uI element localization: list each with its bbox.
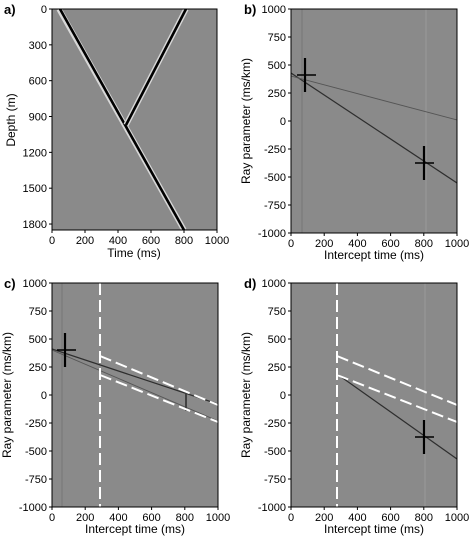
panel-c-event-1 <box>52 348 218 405</box>
panel-b-plot-area <box>291 9 457 233</box>
panel-c-ytick-label: 750 <box>29 306 47 318</box>
panel-d-ytick-label: -1000 <box>258 502 286 514</box>
panel-b-ytick-label: 250 <box>268 88 286 100</box>
panel-d-ytick-label: -750 <box>264 474 286 486</box>
panel-c-xtick-label: 1000 <box>206 512 230 524</box>
panel-b-xtick-label: 0 <box>288 238 294 250</box>
panel-b-event-2 <box>291 75 457 121</box>
panel-d-ytick-label: -250 <box>264 418 286 430</box>
panel-c-xtick-label: 400 <box>109 512 127 524</box>
panel-b-xtick-label: 200 <box>315 238 333 250</box>
panel-d: d) 0 200 400 600 800 1000 1000 750 500 250 0 -250 -5… <box>239 276 469 536</box>
panel-d-xlabel: Intercept time (ms) <box>324 522 424 536</box>
panel-c-ytick-label: 1000 <box>23 278 47 290</box>
panel-b-event-1 <box>291 72 457 184</box>
panel-d-mute-lower <box>336 374 457 423</box>
panel-a-ytick-label: 1200 <box>23 147 47 159</box>
panel-c-ytick-label: -1000 <box>19 502 47 514</box>
panel-a-ytick-label: 1500 <box>23 183 47 195</box>
panel-a-event-reflected <box>124 9 188 126</box>
panel-b-ytick-label: -1000 <box>258 228 286 240</box>
panel-c-xtick-label: 600 <box>142 512 160 524</box>
panel-letter-d: d) <box>244 276 256 291</box>
panel-a-ytick-label: 900 <box>29 112 47 124</box>
panel-c-mute-lower <box>99 374 218 423</box>
panel-c-ytick-label: -250 <box>25 418 47 430</box>
panel-d-events <box>336 283 457 507</box>
panel-c-ytick-label: 500 <box>29 334 47 346</box>
panel-a-ylabel: Depth (m) <box>4 93 18 146</box>
panel-b-ytick-label: 0 <box>280 116 286 128</box>
panel-letter-c: c) <box>4 276 16 291</box>
panel-d-ylabel: Ray parameter (ms/km) <box>239 332 253 458</box>
panel-d-xtick-label: 200 <box>315 512 333 524</box>
panel-c-plot-area <box>52 283 218 507</box>
panel-b-ytick-label: -500 <box>264 172 286 184</box>
panel-c-xtick-label: 200 <box>76 512 94 524</box>
panel-c-events <box>52 283 218 507</box>
panel-letter-a: a) <box>4 2 16 17</box>
panel-b-xlabel: Intercept time (ms) <box>324 248 424 262</box>
panel-b-xtick-label: 600 <box>381 238 399 250</box>
panel-c-xtick-label: 800 <box>176 512 194 524</box>
panel-c: c) 0 200 400 600 800 1000 1000 750 500 250 0 -250 -5… <box>0 276 230 536</box>
panel-b-events <box>291 9 457 233</box>
panel-b-xtick-label: 800 <box>415 238 433 250</box>
panel-a-ytick-label: 600 <box>29 76 47 88</box>
panel-b: b) 0 200 400 600 800 1000 1000 750 500 250 0 -250 -5… <box>239 2 469 262</box>
panel-a-xlabel: Time (ms) <box>107 246 161 260</box>
panel-a-events <box>56 9 189 230</box>
panel-a-xtick-label: 400 <box>109 235 127 247</box>
panel-c-ytick-label: 0 <box>41 390 47 402</box>
panel-a-event-direct <box>58 9 186 230</box>
panel-c-event-2 <box>52 349 218 422</box>
panel-b-ylabel: Ray parameter (ms/km) <box>239 58 253 184</box>
panel-c-mute-upper <box>99 355 218 406</box>
panel-a-xtick-label: 0 <box>49 235 55 247</box>
panel-d-event-1 <box>336 373 457 460</box>
panel-a-xtick-label: 800 <box>175 235 193 247</box>
panel-a-frame <box>51 8 218 231</box>
panel-d-ytick-label: 500 <box>268 334 286 346</box>
panel-b-ytick-label: 500 <box>268 60 286 72</box>
panel-d-ytick-label: 1000 <box>262 278 286 290</box>
panel-d-xtick-label: 1000 <box>445 512 469 524</box>
panel-a-xtick-label: 1000 <box>205 235 229 247</box>
panel-a-ytick-label: 300 <box>29 40 47 52</box>
panel-c-ylabel: Ray parameter (ms/km) <box>0 332 14 458</box>
panel-b-ytick-label: -250 <box>264 144 286 156</box>
panel-d-ytick-label: -500 <box>264 446 286 458</box>
panel-a: a) 0 200 400 600 800 1000 0 300 600 900 1200 1500 18… <box>4 2 229 260</box>
panel-c-xtick-label: 0 <box>49 512 55 524</box>
panel-a-xtick-label: 200 <box>76 235 94 247</box>
panel-d-ytick-label: 750 <box>268 306 286 318</box>
panel-d-xtick-label: 600 <box>381 512 399 524</box>
panel-a-xtick-label: 600 <box>142 235 160 247</box>
panel-b-ytick-label: 1000 <box>262 4 286 16</box>
panel-b-ytick-label: -750 <box>264 200 286 212</box>
panel-d-mute-upper <box>336 355 457 406</box>
panel-c-ytick-label: -500 <box>25 446 47 458</box>
panel-c-ytick-label: -750 <box>25 474 47 486</box>
panel-b-ytick-label: 750 <box>268 32 286 44</box>
panel-d-xtick-label: 0 <box>288 512 294 524</box>
panel-d-plot-area <box>291 283 457 507</box>
panel-a-ytick-label: 0 <box>41 4 47 16</box>
panel-b-xtick-label: 1000 <box>445 238 469 250</box>
panel-d-xtick-label: 800 <box>415 512 433 524</box>
panel-a-ytick-label: 1800 <box>23 219 47 231</box>
panel-d-xtick-label: 400 <box>348 512 366 524</box>
panel-b-xtick-label: 400 <box>348 238 366 250</box>
panel-d-ytick-label: 250 <box>268 362 286 374</box>
panel-letter-b: b) <box>244 2 256 17</box>
panel-c-ytick-label: 250 <box>29 362 47 374</box>
panel-d-ytick-label: 0 <box>280 390 286 402</box>
panel-c-xlabel: Intercept time (ms) <box>85 522 185 536</box>
